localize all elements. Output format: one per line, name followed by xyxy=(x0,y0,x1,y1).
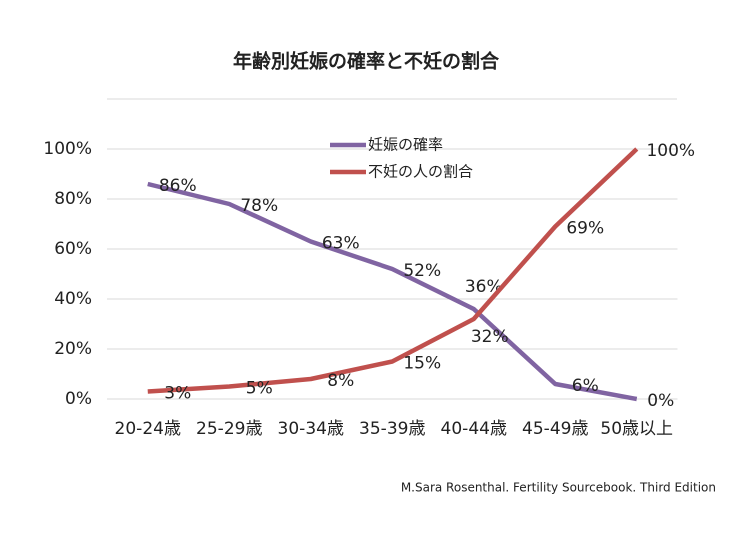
data-label: 8% xyxy=(327,371,354,391)
x-tick-label: 20-24歳 xyxy=(115,419,181,439)
data-label: 52% xyxy=(403,261,441,281)
x-tick-label: 40-44歳 xyxy=(441,419,507,439)
data-label: 100% xyxy=(646,141,695,161)
series-line xyxy=(147,181,638,402)
data-label: 32% xyxy=(471,327,509,347)
y-tick-label: 60% xyxy=(54,239,92,259)
y-tick-label: 0% xyxy=(65,389,92,409)
data-label: 0% xyxy=(647,391,674,411)
data-label: 3% xyxy=(164,384,191,404)
data-label: 86% xyxy=(159,176,197,196)
x-tick-label: 50歳以上 xyxy=(600,419,673,439)
data-label: 36% xyxy=(465,277,503,297)
x-tick-label: 30-34歳 xyxy=(278,419,344,439)
data-label: 69% xyxy=(566,219,604,239)
legend-label: 妊娠の確率 xyxy=(368,136,443,154)
data-label: 15% xyxy=(403,354,441,374)
data-label: 5% xyxy=(246,379,273,399)
data-label: 63% xyxy=(322,234,360,254)
series-line xyxy=(147,147,639,394)
data-label: 6% xyxy=(572,376,599,396)
x-tick-label: 35-39歳 xyxy=(359,419,425,439)
source: M.Sara Rosenthal. Fertility Sourcebook. … xyxy=(401,481,716,495)
y-tick-label: 20% xyxy=(54,339,92,359)
legend-label: 不妊の人の割合 xyxy=(368,163,473,181)
y-tick-label: 40% xyxy=(54,289,92,309)
x-tick-label: 45-49歳 xyxy=(522,419,588,439)
chart-title: 年齢別妊娠の確率と不妊の割合 xyxy=(233,50,500,73)
y-tick-label: 80% xyxy=(54,189,92,209)
x-tick-label: 25-29歳 xyxy=(196,419,262,439)
y-tick-label: 100% xyxy=(43,139,92,159)
data-label: 78% xyxy=(240,196,278,216)
